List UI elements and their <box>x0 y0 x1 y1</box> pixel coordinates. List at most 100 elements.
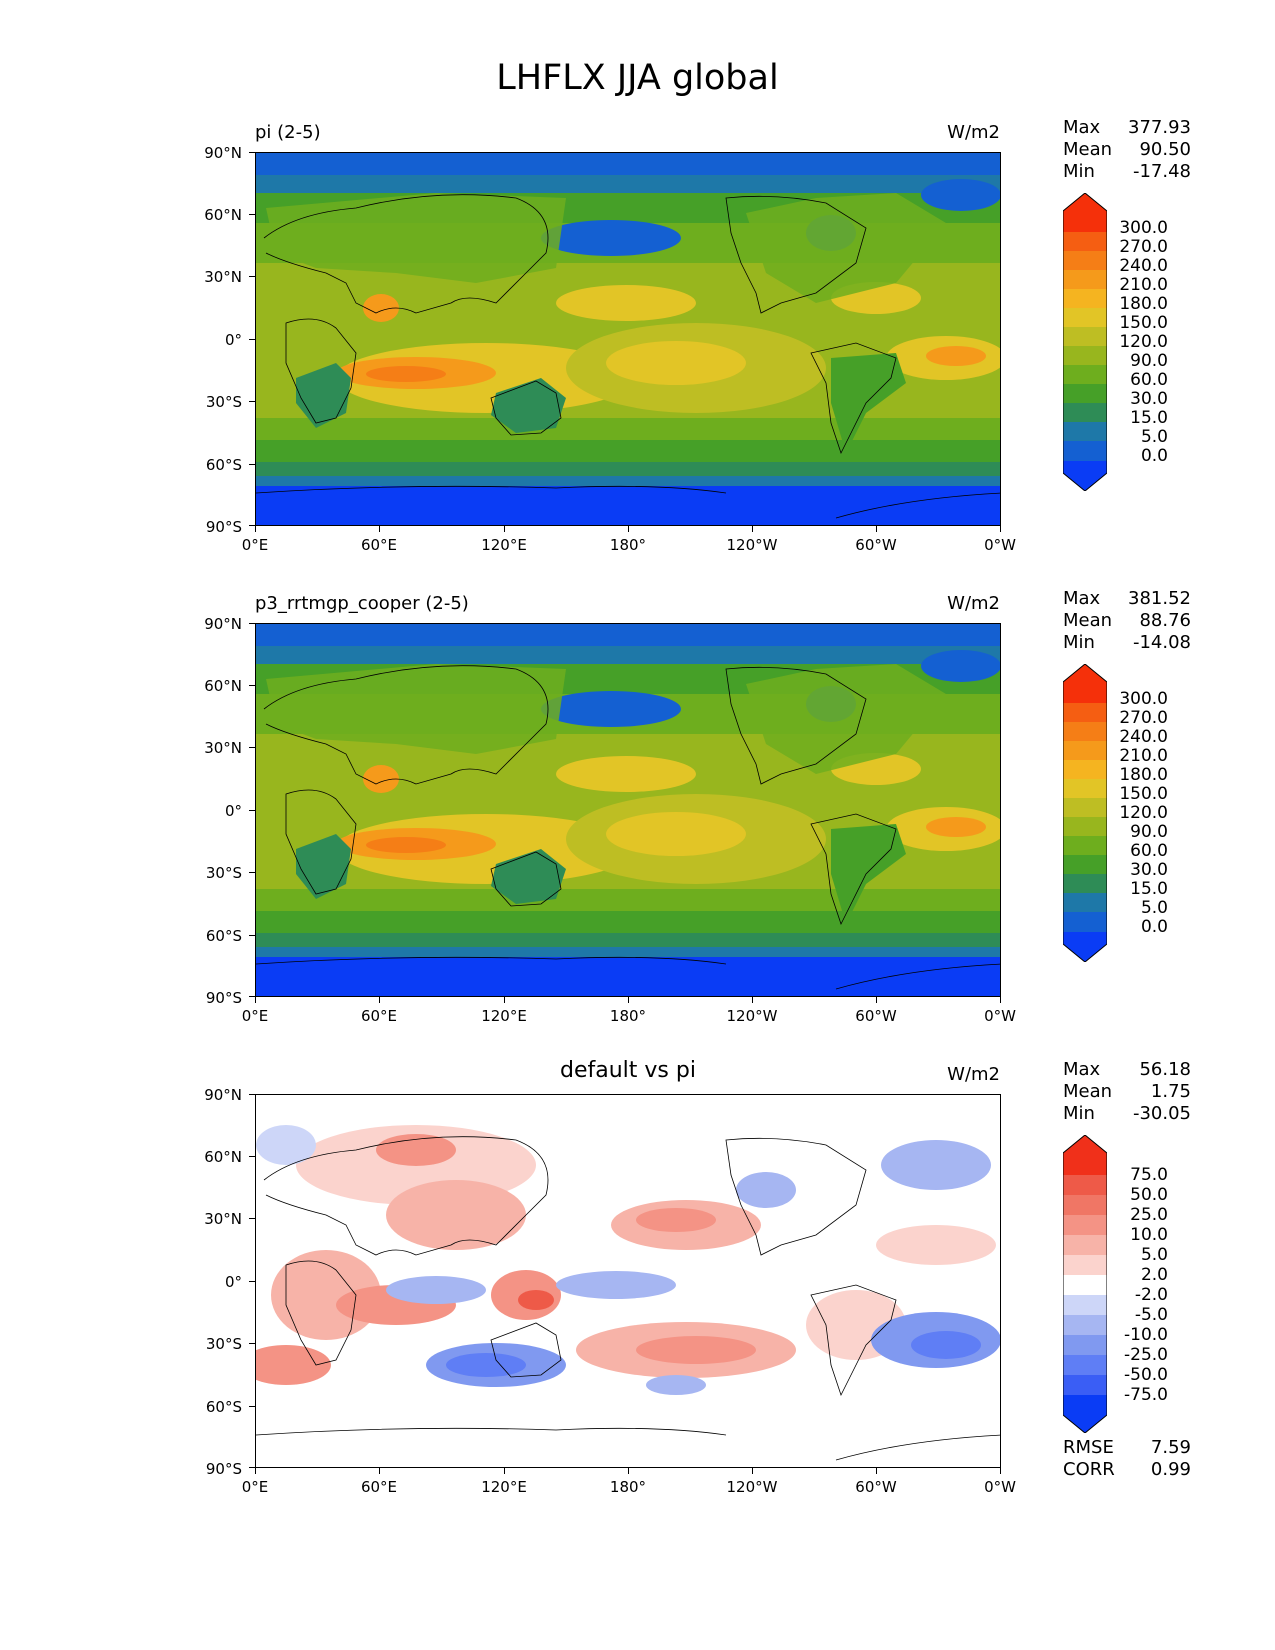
panel-units: W/m2 <box>947 1064 1000 1085</box>
stat-value: 377.93 <box>1128 117 1191 138</box>
lon-label: 60°W <box>855 1478 897 1496</box>
colorbar-label: 210.0 <box>1119 746 1168 766</box>
lat-label: 90°N <box>204 144 242 162</box>
stat-value: 381.52 <box>1128 588 1191 609</box>
stat-value: 90.50 <box>1139 139 1191 160</box>
diff-metrics: RMSE 7.59 CORR 0.99 <box>1063 1437 1191 1481</box>
colorbar-label: 60.0 <box>1130 370 1168 390</box>
panel-units: W/m2 <box>947 593 1000 614</box>
lon-label: 180° <box>609 1007 647 1025</box>
colorbar-label: 120.0 <box>1119 803 1168 823</box>
lat-label: 30°N <box>204 739 242 757</box>
lon-label: 60°E <box>360 1007 398 1025</box>
lat-label: 90°N <box>204 615 242 633</box>
colorbar-label: 5.0 <box>1140 1245 1168 1265</box>
stat-label: Mean <box>1063 610 1113 631</box>
lat-label: 0° <box>224 331 242 349</box>
lat-label: 30°N <box>204 268 242 286</box>
colorbar-label: 0.0 <box>1140 446 1168 466</box>
lon-label: 120°E <box>481 536 527 554</box>
field-stats: Max 377.93 Mean 90.50 Min -17.48 <box>1063 117 1191 183</box>
colorbar-label: 150.0 <box>1119 313 1168 333</box>
stat-value: -14.08 <box>1132 632 1191 653</box>
colorbar-label: 60.0 <box>1130 841 1168 861</box>
colorbar-label: 15.0 <box>1130 408 1168 428</box>
lon-label: 60°W <box>855 536 897 554</box>
panel-title: p3_rrtmgp_cooper (2-5) <box>255 593 469 614</box>
stat-value: -17.48 <box>1132 161 1191 182</box>
field-stats: Max 381.52 Mean 88.76 Min -14.08 <box>1063 588 1191 654</box>
panel-title: default vs pi <box>560 1058 696 1083</box>
colorbar-label: 30.0 <box>1130 389 1168 409</box>
colorbar-label: 240.0 <box>1119 727 1168 747</box>
stat-label: Min <box>1063 632 1095 653</box>
colorbar-label: 270.0 <box>1119 708 1168 728</box>
colorbar-label: -10.0 <box>1124 1325 1168 1345</box>
lon-label: 0°W <box>984 1007 1016 1025</box>
lon-label: 120°E <box>481 1007 527 1025</box>
lon-label: 180° <box>609 536 647 554</box>
lon-label: 0°W <box>984 536 1016 554</box>
lat-label: 30°S <box>205 864 242 882</box>
metric-label: RMSE <box>1063 1437 1114 1458</box>
stat-label: Max <box>1063 588 1101 609</box>
colorbar-label: 10.0 <box>1130 1225 1168 1245</box>
colorbar-label: -5.0 <box>1134 1305 1168 1325</box>
colorbar-label: 25.0 <box>1130 1205 1168 1225</box>
metric-label: CORR <box>1063 1459 1115 1480</box>
lon-label: 120°W <box>726 1007 778 1025</box>
lon-label: 60°W <box>855 1007 897 1025</box>
field-map <box>256 153 1000 525</box>
lat-label: 60°N <box>204 1148 242 1166</box>
lat-label: 30°N <box>204 1210 242 1228</box>
colorbar-label: -50.0 <box>1124 1365 1168 1385</box>
panel-pi: pi (2-5) W/m2 <box>0 117 1275 554</box>
colorbar-label: 5.0 <box>1140 898 1168 918</box>
colorbar-label: 75.0 <box>1130 1165 1168 1185</box>
colorbar-label: 300.0 <box>1119 218 1168 238</box>
lat-label: 60°S <box>205 456 242 474</box>
colorbar-label: 240.0 <box>1119 256 1168 276</box>
map-plot <box>255 623 1001 997</box>
stat-label: Mean <box>1063 1081 1113 1102</box>
lon-label: 180° <box>609 1478 647 1496</box>
lon-label: 60°E <box>360 536 398 554</box>
lon-label: 0°E <box>241 1007 269 1025</box>
colorbar-label: -75.0 <box>1124 1385 1168 1405</box>
colorbar-label: 120.0 <box>1119 332 1168 352</box>
lat-label: 90°N <box>204 1086 242 1104</box>
panel-difference: default vs pi W/m2 <box>0 1058 1275 1496</box>
stat-label: Max <box>1063 1059 1101 1080</box>
map-plot <box>255 1094 1001 1468</box>
field-map <box>256 624 1000 996</box>
lat-label: 0° <box>224 802 242 820</box>
lon-label: 60°E <box>360 1478 398 1496</box>
lon-label: 0°E <box>241 1478 269 1496</box>
stat-label: Mean <box>1063 139 1113 160</box>
panel-p3-rrtmgp-cooper: p3_rrtmgp_cooper (2-5) W/m2 <box>0 588 1275 1025</box>
colorbar-label: 150.0 <box>1119 784 1168 804</box>
lat-label: 60°N <box>204 206 242 224</box>
colorbar-label: -2.0 <box>1134 1285 1168 1305</box>
colorbar-label: 15.0 <box>1130 879 1168 899</box>
lat-label: 30°S <box>205 1335 242 1353</box>
stat-value: 88.76 <box>1139 610 1191 631</box>
colorbar-label: 90.0 <box>1130 822 1168 842</box>
panel-units: W/m2 <box>947 122 1000 143</box>
colorbar-label: 2.0 <box>1140 1265 1168 1285</box>
stat-label: Min <box>1063 1103 1095 1124</box>
field-stats: Max 56.18 Mean 1.75 Min -30.05 <box>1063 1059 1191 1125</box>
colorbar-label: 90.0 <box>1130 351 1168 371</box>
colorbar-label: 270.0 <box>1119 237 1168 257</box>
lat-label: 30°S <box>205 393 242 411</box>
colorbar <box>1063 664 1107 962</box>
colorbar-label: 30.0 <box>1130 860 1168 880</box>
map-plot <box>255 152 1001 526</box>
stat-value: 1.75 <box>1150 1081 1191 1102</box>
lat-label: 90°S <box>205 989 242 1007</box>
colorbar-label: 210.0 <box>1119 275 1168 295</box>
stat-value: -30.05 <box>1132 1103 1191 1124</box>
panel-title: pi (2-5) <box>255 122 321 143</box>
stat-label: Min <box>1063 161 1095 182</box>
lon-label: 120°E <box>481 1478 527 1496</box>
